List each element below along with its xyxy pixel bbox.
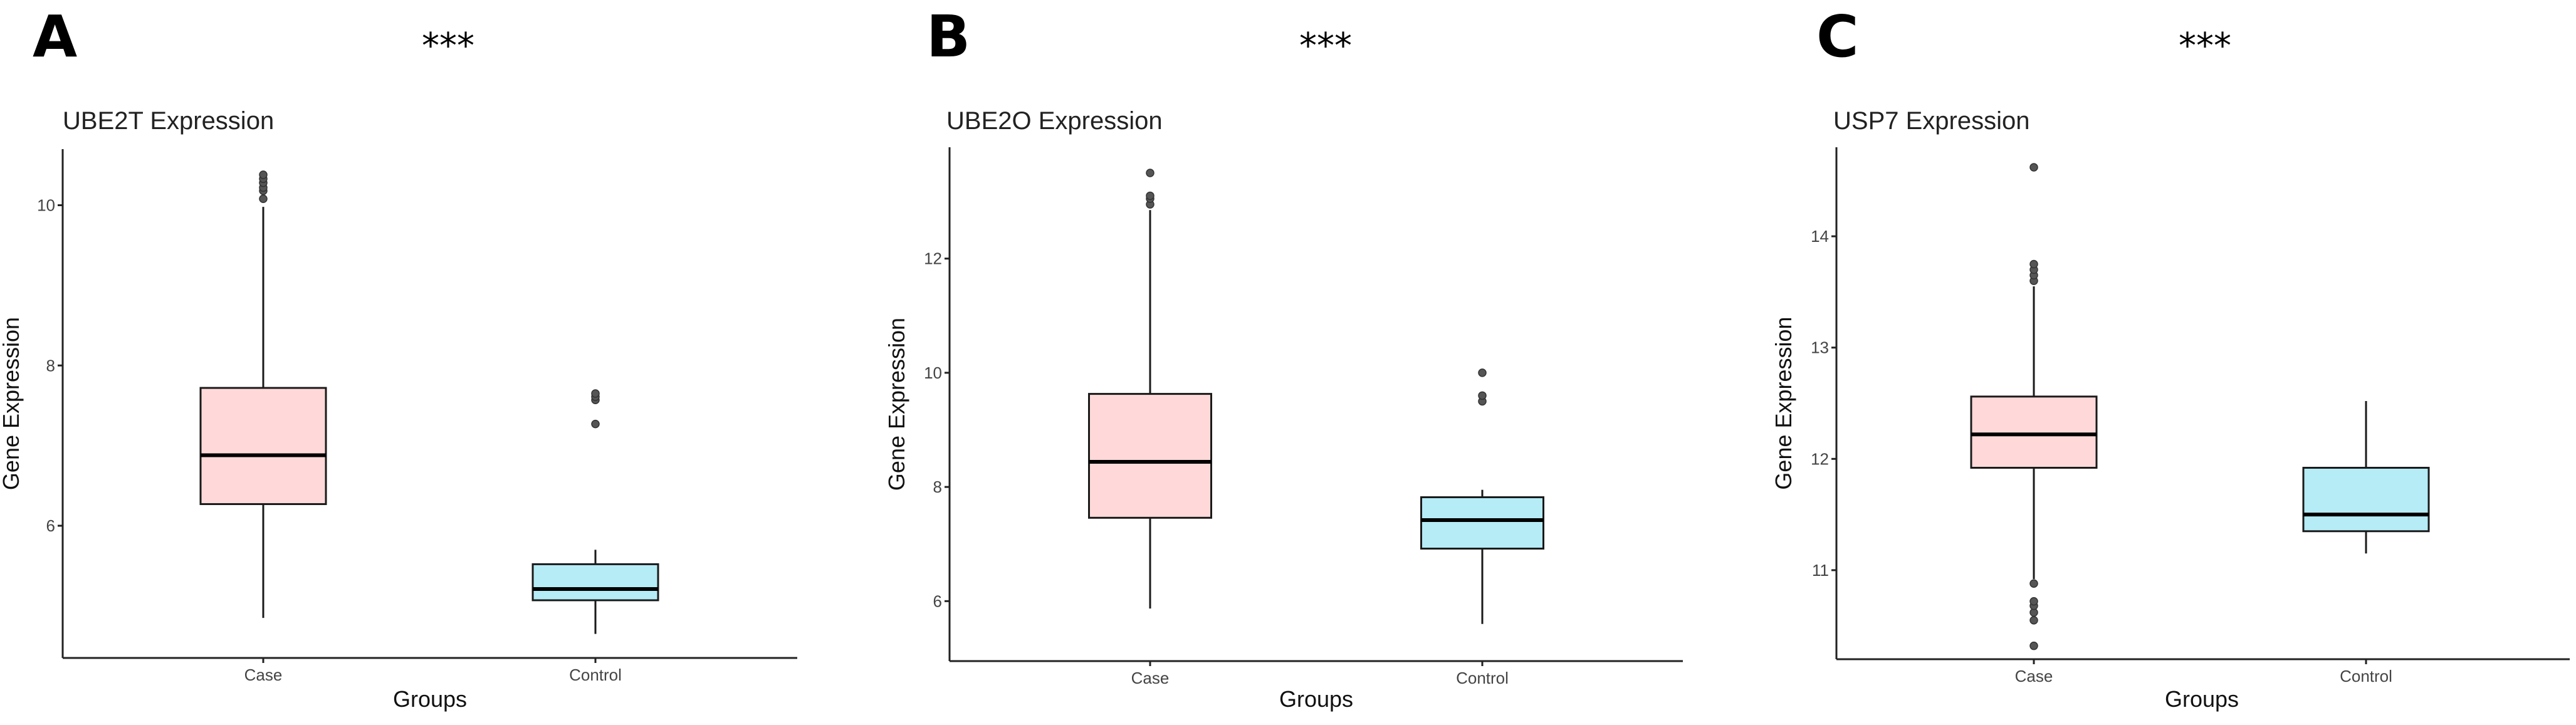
outlier-point [259, 194, 268, 204]
y-tick-label: 10 [37, 196, 55, 215]
y-axis-title: Gene Expression [0, 317, 24, 490]
x-tick-label: Case [244, 665, 283, 684]
plot-title: UBE2T Expression [63, 107, 274, 135]
y-tick-label: 10 [924, 363, 942, 382]
plot-title: UBE2O Expression [946, 107, 1163, 135]
panel-b: B *** UBE2O Expression 6 8 10 12 Case Control Gro… [884, 3, 1683, 712]
x-tick-label: Control [2340, 667, 2392, 686]
significance-marker: *** [2179, 26, 2231, 66]
iqr-box [2302, 467, 2430, 533]
y-axis-title: Gene Expression [884, 318, 909, 491]
outlier-point [2029, 597, 2038, 606]
panel-letter: A [33, 3, 77, 70]
panel-letter: C [1816, 3, 1859, 70]
y-tick-label: 8 [46, 356, 55, 375]
box-control [2302, 400, 2430, 554]
x-tick-label: Control [1456, 669, 1509, 687]
x-tick-label: Case [1131, 669, 1170, 687]
y-tick-label: 11 [1812, 561, 1829, 580]
outlier-point [591, 419, 600, 429]
y-tick-label: 6 [933, 592, 942, 610]
box-control [1420, 368, 1544, 624]
outlier-point [2029, 641, 2038, 650]
y-tick-label: 8 [933, 477, 942, 496]
box-case [199, 170, 327, 618]
outlier-point [2029, 259, 2038, 269]
y-tick-label: 13 [1811, 338, 1829, 357]
box-case [1088, 169, 1212, 609]
iqr-box [1970, 395, 2098, 469]
x-tick-label: Control [569, 665, 622, 684]
y-tick-label: 14 [1811, 227, 1829, 246]
x-tick-label: Case [2015, 667, 2053, 686]
outlier-point [2029, 163, 2038, 172]
x-axis-title: Groups [2165, 686, 2239, 712]
x-axis-title: Groups [1279, 686, 1353, 712]
iqr-box [199, 387, 327, 505]
y-tick-label: 12 [924, 249, 942, 268]
box-case [1970, 163, 2098, 650]
outlier-point [1478, 391, 1487, 400]
outlier-point [259, 170, 268, 179]
outlier-point [2029, 616, 2038, 625]
box-control [531, 389, 659, 634]
outlier-point [1146, 169, 1154, 177]
outlier-point [2029, 579, 2038, 588]
iqr-box [1420, 496, 1544, 550]
significance-marker: *** [422, 26, 474, 66]
iqr-box [1088, 393, 1212, 519]
panel-letter: B [926, 3, 970, 70]
panel-c: C *** USP7 Expression 11 12 13 14 Case Control Gr… [1771, 3, 2570, 712]
x-axis-title: Groups [393, 686, 467, 712]
outlier-point [1478, 368, 1487, 377]
y-axis-title: Gene Expression [1771, 316, 1796, 489]
panels: A *** UBE2T Expression 6 8 10 Case Control Group… [0, 3, 2570, 712]
iqr-box [531, 563, 659, 602]
outlier-point [591, 389, 600, 398]
plot-title: USP7 Expression [1833, 107, 2029, 135]
outlier-point [1146, 191, 1154, 201]
y-tick-label: 12 [1811, 449, 1829, 468]
significance-marker: *** [1299, 26, 1352, 66]
panel-a: A *** UBE2T Expression 6 8 10 Case Control Group… [0, 3, 797, 712]
y-tick-label: 6 [46, 516, 55, 535]
